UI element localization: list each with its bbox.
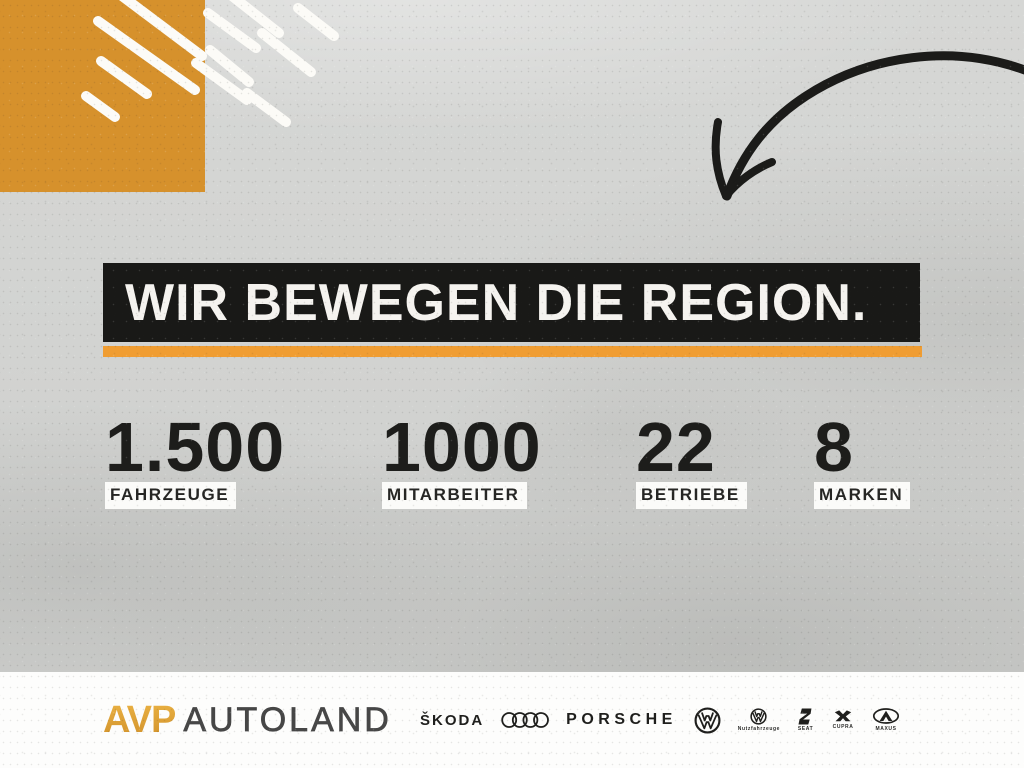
headline-underline bbox=[103, 346, 922, 357]
brand-skoda: ŠKODA bbox=[420, 712, 484, 729]
audi-rings-icon bbox=[501, 712, 550, 728]
brand-porsche: PORSCHE bbox=[566, 711, 677, 729]
cupra-label: CUPRA bbox=[832, 724, 854, 730]
avp-autoland-logo: AVP AUTOLAND bbox=[103, 672, 392, 768]
skoda-wordmark-icon: ŠKODA bbox=[420, 711, 485, 729]
stat-mitarbeiter: 1000 MITARBEITER bbox=[382, 408, 542, 509]
diagonal-stripes-icon bbox=[81, 0, 339, 127]
stat-betriebe: 22 BETRIEBE bbox=[636, 408, 747, 509]
porsche-wordmark-icon: PORSCHE bbox=[566, 711, 677, 728]
stat-value: 22 bbox=[636, 408, 716, 486]
stat-value: 8 bbox=[814, 408, 854, 486]
avp-logo-suffix: AUTOLAND bbox=[183, 700, 392, 739]
stat-value: 1000 bbox=[382, 408, 542, 486]
brand-vw-nutzfahrzeuge: Nutzfahrzeuge bbox=[738, 708, 780, 732]
brand-volkswagen bbox=[694, 707, 721, 734]
vw-nutzfahrzeuge-label: Nutzfahrzeuge bbox=[737, 726, 781, 732]
stat-label-chip: MARKEN bbox=[814, 482, 911, 509]
stat-label: FAHRZEUGE bbox=[110, 485, 230, 504]
curved-arrow-icon bbox=[711, 51, 1024, 201]
avp-logo-prefix: AVP bbox=[103, 698, 176, 741]
stat-value: 1.500 bbox=[105, 408, 286, 486]
vw-logo-icon bbox=[694, 707, 721, 733]
stat-label-chip: BETRIEBE bbox=[636, 482, 747, 509]
footer-bar: AVP AUTOLAND ŠKODA PORSCHE bbox=[0, 672, 1024, 768]
seat-label: SEAT bbox=[797, 726, 814, 732]
seat-s-icon bbox=[798, 708, 812, 725]
brand-seat: SEAT bbox=[797, 708, 814, 732]
stat-marken: 8 MARKEN bbox=[814, 408, 911, 509]
brand-logos-row: ŠKODA PORSCHE bbox=[420, 672, 900, 768]
stat-label-chip: MITARBEITER bbox=[382, 482, 527, 509]
brand-cupra: CUPRA bbox=[831, 710, 855, 730]
stat-fahrzeuge: 1.500 FAHRZEUGE bbox=[105, 408, 286, 509]
headline-text: WIR BEWEGEN DIE REGION. bbox=[125, 273, 868, 332]
headline-banner: WIR BEWEGEN DIE REGION. bbox=[103, 263, 920, 342]
maxus-badge-icon bbox=[872, 708, 900, 724]
maxus-label: MAXUS bbox=[875, 726, 897, 732]
vw-nutzfahrzeuge-logo-icon bbox=[750, 708, 768, 725]
brand-maxus: MAXUS bbox=[872, 708, 900, 732]
cupra-badge-icon bbox=[834, 710, 852, 722]
stat-label: MARKEN bbox=[819, 485, 904, 504]
stat-label: MITARBEITER bbox=[387, 485, 520, 504]
stat-label: BETRIEBE bbox=[641, 485, 740, 504]
stat-label-chip: FAHRZEUGE bbox=[105, 482, 237, 509]
brand-audi bbox=[501, 711, 550, 729]
